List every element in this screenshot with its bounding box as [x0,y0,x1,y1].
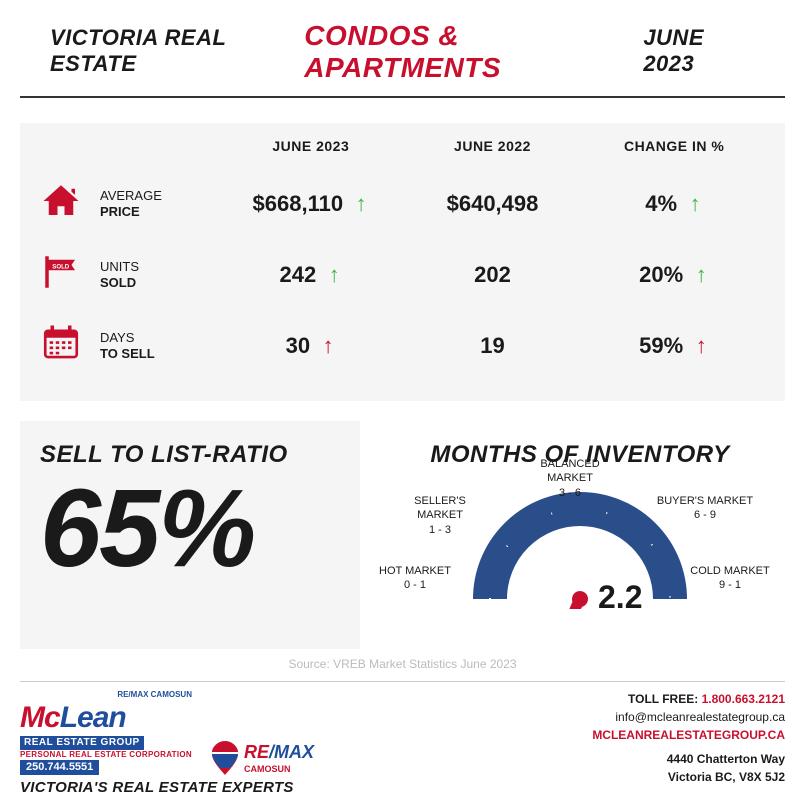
arrow-up-icon: ↑ [693,262,709,288]
gauge-value: 2.2 [598,579,642,616]
cell-prev: 202 [402,262,584,288]
balloon-icon [212,741,238,775]
calendar-icon [40,322,100,369]
cell-current: 242↑ [220,262,402,288]
brand-block: RE/MAX CAMOSUN McLean REAL ESTATE GROUP … [20,690,314,797]
footer: RE/MAX CAMOSUN McLean REAL ESTATE GROUP … [20,681,785,797]
col-change: CHANGE IN % [583,138,765,154]
cell-current: 30↑ [220,333,402,359]
source-text: Source: VREB Market Statistics June 2023 [0,657,805,671]
email: info@mcleanrealestategroup.ca [592,708,785,726]
address2: Victoria BC, V8X 5J2 [592,768,785,786]
table-row: AVERAGE PRICE $668,110↑ $640,498 4%↑ [40,168,765,239]
gauge-label-sellers: SELLER'S MARKET1 - 3 [390,494,490,537]
arrow-up-icon: ↑ [353,191,369,217]
cell-current: $668,110↑ [220,191,402,217]
stats-table: .. JUNE 2023 JUNE 2022 CHANGE IN % AVERA… [20,123,785,401]
arrow-up-icon: ↑ [320,333,336,359]
header-right: JUNE 2023 [643,25,755,77]
address1: 4440 Chatterton Way [592,750,785,768]
gauge-label-buyers: BUYER'S MARKET6 - 9 [655,494,755,523]
arrow-up-icon: ↑ [326,262,342,288]
arrow-up-icon: ↑ [693,333,709,359]
col-prev: JUNE 2022 [402,138,584,154]
table-row: SOLD UNITS SOLD 242↑ 202 20%↑ [40,239,765,310]
row-label: DAYS TO SELL [100,330,220,361]
sold-sign-icon: SOLD [40,251,100,298]
arrow-up-icon: ↑ [687,191,703,217]
row-label: UNITS SOLD [100,259,220,290]
prec: PERSONAL REAL ESTATE CORPORATION [20,750,192,760]
col-current: JUNE 2023 [220,138,402,154]
inventory-gauge: MONTHS OF INVENTORY BALANCED MARKET3 - 6… [375,421,785,649]
mclean-logo: McLean [20,700,192,736]
sell-list-ratio: SELL TO LIST-RATIO 65% [20,421,360,649]
header: VICTORIA REAL ESTATE CONDOS & APARTMENTS… [20,0,785,98]
cell-prev: $640,498 [402,191,584,217]
cell-change: 20%↑ [583,262,765,288]
remax-sub: CAMOSUN [244,764,314,775]
toll-free: TOLL FREE: 1.800.663.2121 [592,690,785,708]
gauge-label-hot: HOT MARKET0 - 1 [365,564,465,593]
svg-text:SOLD: SOLD [52,264,70,271]
ratio-value: 65% [40,474,340,584]
header-mid: CONDOS & APARTMENTS [304,20,643,84]
cell-change: 59%↑ [583,333,765,359]
contact-block: TOLL FREE: 1.800.663.2121 info@mcleanrea… [592,690,785,786]
experts-tagline: VICTORIA'S REAL ESTATE EXPERTS [20,779,314,797]
local-phone: 250.744.5551 [20,760,99,775]
house-icon [40,180,100,227]
brand-super: RE/MAX CAMOSUN [20,690,192,700]
lower-panels: SELL TO LIST-RATIO 65% MONTHS OF INVENTO… [20,421,785,649]
table-row: DAYS TO SELL 30↑ 19 59%↑ [40,310,765,381]
website: MCLEANREALESTATEGROUP.CA [592,726,785,744]
remax-logo: RE/MAX CAMOSUN [212,741,314,775]
brand-subline: REAL ESTATE GROUP [20,736,144,750]
row-label: AVERAGE PRICE [100,188,220,219]
cell-change: 4%↑ [583,191,765,217]
ratio-title: SELL TO LIST-RATIO [40,441,340,469]
gauge-label-cold: COLD MARKET9 - 1 [680,564,780,593]
cell-prev: 19 [402,333,584,359]
gauge-label-balanced: BALANCED MARKET3 - 6 [520,457,620,500]
header-left: VICTORIA REAL ESTATE [50,25,304,77]
